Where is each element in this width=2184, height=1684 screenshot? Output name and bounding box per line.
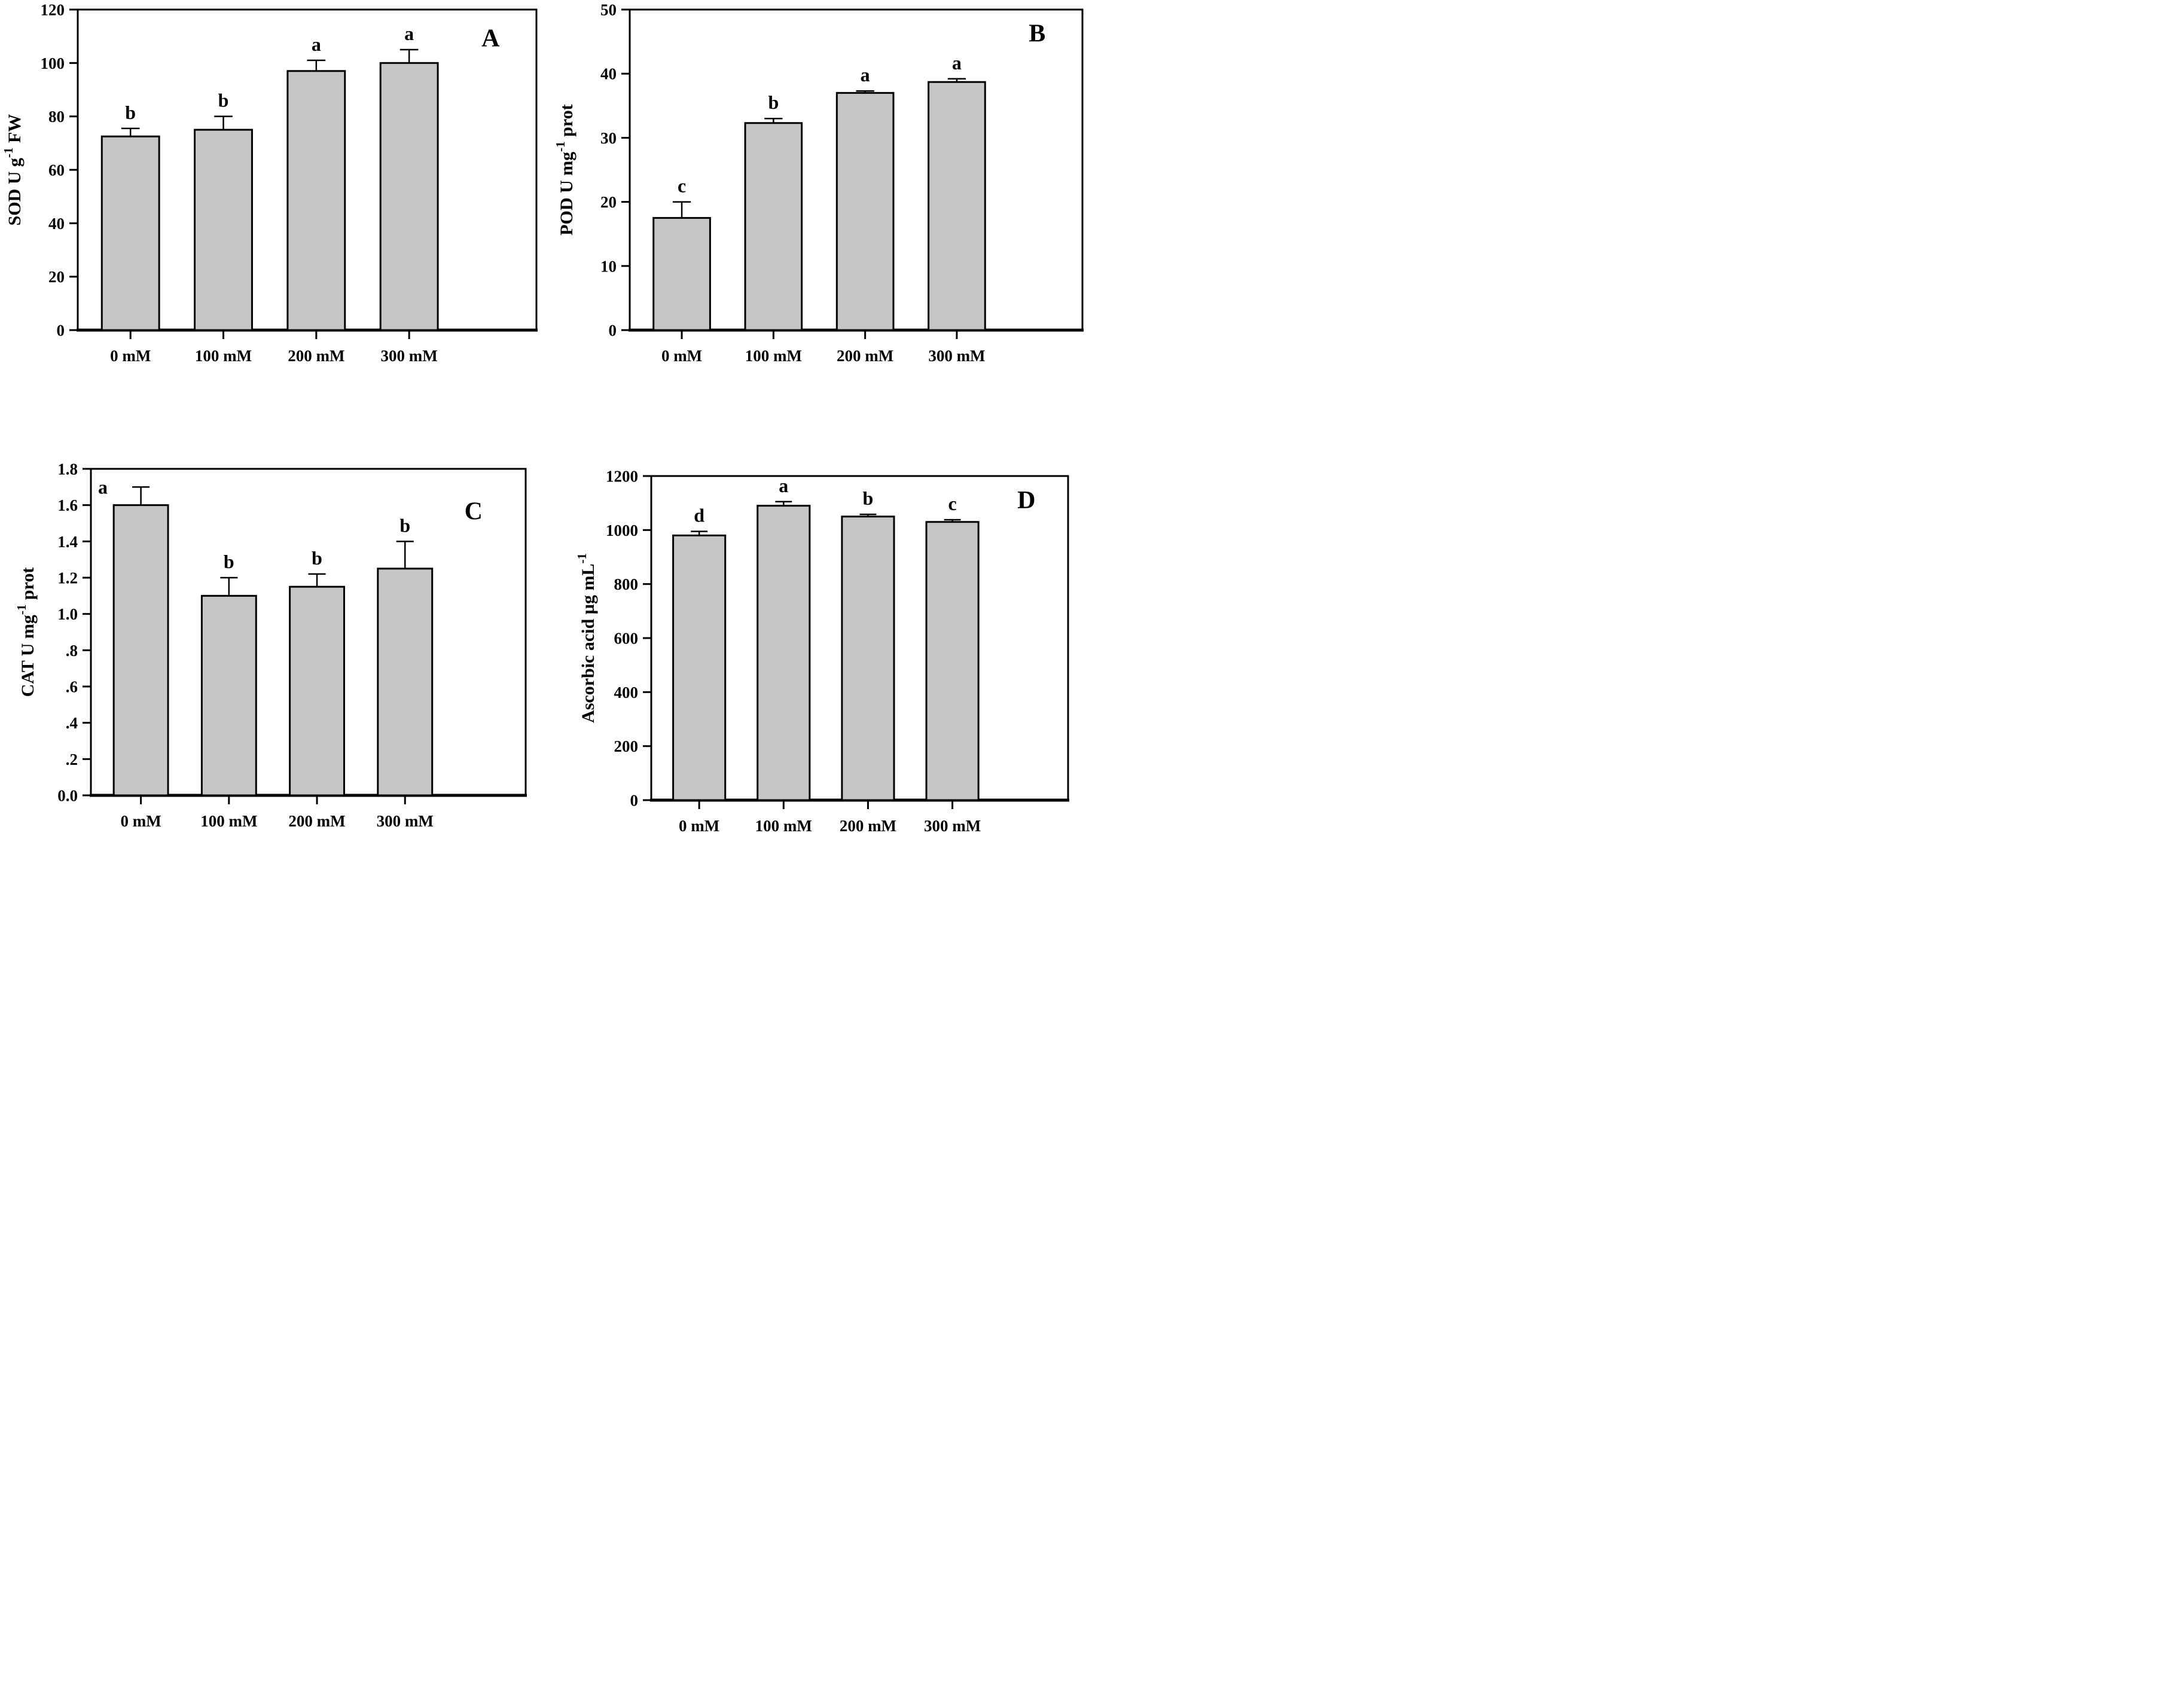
x-axis-category-label: 0 mM xyxy=(110,347,151,365)
y-axis-tick-label: 1.8 xyxy=(57,460,78,478)
bar xyxy=(112,504,169,797)
significance-letter: b xyxy=(224,551,234,572)
significance-letter: b xyxy=(768,91,779,113)
significance-letter: b xyxy=(218,90,229,111)
x-axis-category-label: 300 mM xyxy=(924,817,981,835)
bar xyxy=(286,70,346,331)
x-axis-category-label: 100 mM xyxy=(755,817,812,835)
y-axis-tick-label: 50 xyxy=(600,1,617,19)
y-axis-tick-label: 20 xyxy=(600,193,617,211)
significance-letter: a xyxy=(779,475,788,496)
y-axis-tick-label: 60 xyxy=(48,161,65,179)
significance-letter: a xyxy=(98,476,108,498)
y-axis-tick-label: 40 xyxy=(600,65,617,83)
significance-letter: d xyxy=(694,505,704,526)
significance-letter: a xyxy=(952,52,962,74)
y-axis-tick-label: 1.6 xyxy=(57,496,78,514)
bar xyxy=(289,585,345,797)
bar xyxy=(379,62,439,331)
bar xyxy=(100,135,160,331)
y-axis-tick-label: 1.0 xyxy=(57,605,78,623)
significance-letter: c xyxy=(948,493,956,514)
panel-letter: D xyxy=(1017,487,1035,514)
panel-letter: C xyxy=(465,498,483,526)
y-axis-tick-label: .8 xyxy=(66,642,78,660)
x-axis-category-label: 0 mM xyxy=(661,347,702,365)
panel-letter: B xyxy=(1029,20,1045,48)
y-axis-tick-label: 80 xyxy=(48,108,65,126)
y-axis-tick-label: 1000 xyxy=(606,521,638,539)
x-axis-category-label: 200 mM xyxy=(840,817,896,835)
significance-letter: b xyxy=(399,514,410,536)
panel-letter: A xyxy=(481,25,500,53)
y-axis-tick-label: 100 xyxy=(41,54,65,72)
significance-letter: c xyxy=(678,175,686,197)
y-axis-tick-label: 0 xyxy=(57,321,65,339)
y-axis-title: SOD U g-1 FW xyxy=(1,114,25,226)
bar xyxy=(841,515,895,801)
y-axis-tick-label: 30 xyxy=(600,129,617,147)
y-axis-tick-label: 20 xyxy=(48,268,65,286)
x-axis-category-label: 100 mM xyxy=(195,347,252,365)
panel-C-CAT-chart: 0.0 .2 .4 .6 .8 1.0 1.2 1.4 1.6 1.8 CAT U mg-1 pro… xyxy=(0,421,546,842)
bar xyxy=(925,521,980,801)
y-axis-tick-label: 0 xyxy=(630,791,639,809)
bar xyxy=(757,505,811,801)
y-axis-tick-label: 1200 xyxy=(606,467,638,485)
x-axis-category-label: 300 mM xyxy=(377,812,434,830)
antioxidant-enzymes-figure: 0 20 40 60 80 100 120 SOD U g-1 FW b 0 mM b 100 mM a… xyxy=(0,0,1092,842)
bar xyxy=(377,568,434,797)
panel-D-ascorbic-acid-chart: 0 200 400 600 800 1000 1200 Ascorbic acid µg mL… xyxy=(546,421,1092,842)
bar xyxy=(744,122,803,331)
x-axis-category-label: 100 mM xyxy=(200,812,257,830)
y-axis-tick-label: 1.4 xyxy=(57,533,78,551)
y-axis-tick-label: 10 xyxy=(600,257,617,275)
x-axis-category-label: 0 mM xyxy=(679,817,719,835)
significance-letter: a xyxy=(404,23,414,44)
y-axis-tick-label: 1.2 xyxy=(57,569,78,587)
bar xyxy=(928,81,986,331)
y-axis-tick-label: .2 xyxy=(66,751,78,768)
y-axis-tick-label: 120 xyxy=(41,1,65,19)
y-axis-tick-label: 0.0 xyxy=(57,786,78,804)
significance-letter: b xyxy=(863,487,874,509)
bar xyxy=(200,594,257,797)
significance-letter: b xyxy=(125,102,136,123)
y-axis-tick-label: .6 xyxy=(66,678,78,695)
y-axis-title: CAT U mg-1 prot xyxy=(14,568,38,697)
y-axis-tick-label: 200 xyxy=(614,737,639,755)
bar xyxy=(194,129,253,331)
panel-B-POD-chart: 0 10 20 30 40 50 POD U mg-1 prot c 0 mM b 100 mM a 2… xyxy=(546,0,1092,421)
y-axis-tick-label: 0 xyxy=(609,321,617,339)
x-axis-category-label: 200 mM xyxy=(837,347,893,365)
x-axis-category-label: 0 mM xyxy=(120,812,161,830)
x-axis-category-label: 200 mM xyxy=(288,812,345,830)
x-axis-category-label: 100 mM xyxy=(745,347,802,365)
y-axis-tick-label: .4 xyxy=(66,714,78,732)
y-axis-title: Ascorbic acid µg mL-1 xyxy=(575,553,598,723)
y-axis-tick-label: 400 xyxy=(614,684,639,701)
panel-A-SOD-chart: 0 20 40 60 80 100 120 SOD U g-1 FW b 0 mM b 100 mM a… xyxy=(0,0,546,421)
y-axis-tick-label: 800 xyxy=(614,575,639,593)
y-axis-tick-label: 40 xyxy=(48,215,65,233)
bar xyxy=(835,91,895,331)
y-axis-title: POD U mg-1 prot xyxy=(553,104,576,235)
x-axis-category-label: 300 mM xyxy=(928,347,985,365)
bar xyxy=(672,534,727,801)
x-axis-category-label: 200 mM xyxy=(288,347,344,365)
significance-letter: b xyxy=(312,547,322,569)
x-axis-category-label: 300 mM xyxy=(381,347,438,365)
bar xyxy=(652,216,711,331)
significance-letter: a xyxy=(861,64,870,86)
y-axis-tick-label: 600 xyxy=(614,629,639,647)
significance-letter: a xyxy=(312,33,321,55)
